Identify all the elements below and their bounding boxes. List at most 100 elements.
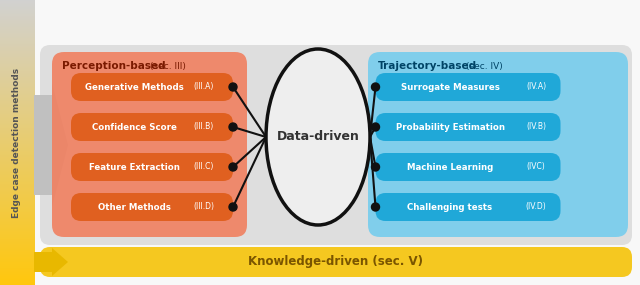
Text: (IV.B): (IV.B) bbox=[526, 123, 546, 131]
Bar bbox=[0, 117, 35, 118]
Bar bbox=[0, 86, 35, 87]
Bar bbox=[0, 204, 35, 205]
Bar bbox=[0, 281, 35, 282]
Bar bbox=[0, 118, 35, 120]
Bar bbox=[0, 239, 35, 241]
Bar bbox=[0, 188, 35, 190]
Bar bbox=[0, 20, 35, 21]
Bar bbox=[0, 137, 35, 138]
Bar bbox=[0, 229, 35, 231]
Text: Machine Learning: Machine Learning bbox=[407, 162, 493, 172]
Bar bbox=[0, 227, 35, 228]
Bar bbox=[0, 54, 35, 56]
Bar bbox=[0, 177, 35, 178]
FancyBboxPatch shape bbox=[71, 113, 233, 141]
Text: (III.A): (III.A) bbox=[194, 82, 214, 91]
Bar bbox=[0, 88, 35, 90]
Bar bbox=[0, 195, 35, 197]
Bar bbox=[0, 201, 35, 202]
Bar bbox=[0, 215, 35, 217]
Bar bbox=[0, 140, 35, 141]
Bar bbox=[0, 9, 35, 10]
Bar bbox=[0, 71, 35, 73]
Bar bbox=[0, 138, 35, 140]
Bar bbox=[0, 67, 35, 68]
Text: Generative Methods: Generative Methods bbox=[84, 82, 184, 91]
Bar bbox=[0, 266, 35, 268]
Bar bbox=[0, 205, 35, 207]
Bar bbox=[0, 194, 35, 195]
Bar bbox=[0, 202, 35, 204]
Bar bbox=[0, 16, 35, 17]
Circle shape bbox=[229, 203, 237, 211]
Bar bbox=[0, 184, 35, 185]
Bar bbox=[0, 105, 35, 107]
Bar bbox=[0, 47, 35, 48]
Bar bbox=[0, 77, 35, 78]
Text: (IVC): (IVC) bbox=[527, 162, 545, 172]
Bar bbox=[0, 185, 35, 187]
Bar bbox=[0, 11, 35, 13]
Bar bbox=[0, 180, 35, 181]
Text: Data-driven: Data-driven bbox=[276, 131, 360, 144]
Bar bbox=[0, 278, 35, 279]
Bar bbox=[0, 252, 35, 254]
Bar bbox=[0, 271, 35, 272]
Bar bbox=[0, 19, 35, 20]
Bar bbox=[0, 14, 35, 16]
Bar bbox=[0, 0, 35, 1]
Bar bbox=[0, 212, 35, 214]
Bar bbox=[0, 164, 35, 165]
Bar bbox=[0, 91, 35, 93]
Bar bbox=[0, 90, 35, 91]
Bar bbox=[0, 148, 35, 150]
Circle shape bbox=[371, 163, 380, 171]
Bar bbox=[0, 130, 35, 131]
Bar bbox=[0, 200, 35, 201]
Circle shape bbox=[229, 163, 237, 171]
Bar bbox=[0, 30, 35, 31]
Bar bbox=[0, 191, 35, 192]
Bar bbox=[0, 123, 35, 124]
Bar bbox=[0, 23, 35, 24]
Bar bbox=[0, 37, 35, 38]
Bar bbox=[0, 231, 35, 232]
FancyBboxPatch shape bbox=[376, 73, 561, 101]
Polygon shape bbox=[34, 83, 68, 207]
Bar bbox=[0, 208, 35, 209]
Bar bbox=[0, 145, 35, 147]
Bar bbox=[0, 87, 35, 88]
Bar bbox=[0, 187, 35, 188]
Bar bbox=[0, 100, 35, 101]
Bar bbox=[0, 127, 35, 128]
Bar bbox=[0, 167, 35, 168]
Text: Challenging tests: Challenging tests bbox=[408, 203, 493, 211]
Bar bbox=[0, 110, 35, 111]
Bar bbox=[0, 251, 35, 252]
Bar bbox=[0, 181, 35, 182]
FancyBboxPatch shape bbox=[376, 153, 561, 181]
Text: Feature Extraction: Feature Extraction bbox=[88, 162, 179, 172]
Bar bbox=[0, 114, 35, 115]
Bar bbox=[0, 120, 35, 121]
Bar bbox=[0, 124, 35, 125]
Bar bbox=[0, 274, 35, 275]
Bar bbox=[0, 6, 35, 7]
Bar bbox=[0, 150, 35, 151]
Text: Surrogate Measures: Surrogate Measures bbox=[401, 82, 499, 91]
Bar bbox=[0, 219, 35, 221]
FancyBboxPatch shape bbox=[40, 247, 632, 277]
Bar bbox=[0, 217, 35, 218]
Bar bbox=[0, 26, 35, 27]
Bar bbox=[0, 78, 35, 80]
Bar bbox=[0, 234, 35, 235]
Bar bbox=[0, 232, 35, 234]
Bar bbox=[0, 258, 35, 259]
Bar bbox=[0, 64, 35, 66]
Bar bbox=[0, 218, 35, 219]
Bar bbox=[0, 33, 35, 34]
Text: Confidence Score: Confidence Score bbox=[92, 123, 177, 131]
Bar bbox=[0, 58, 35, 60]
Bar bbox=[0, 209, 35, 211]
Bar bbox=[0, 261, 35, 262]
